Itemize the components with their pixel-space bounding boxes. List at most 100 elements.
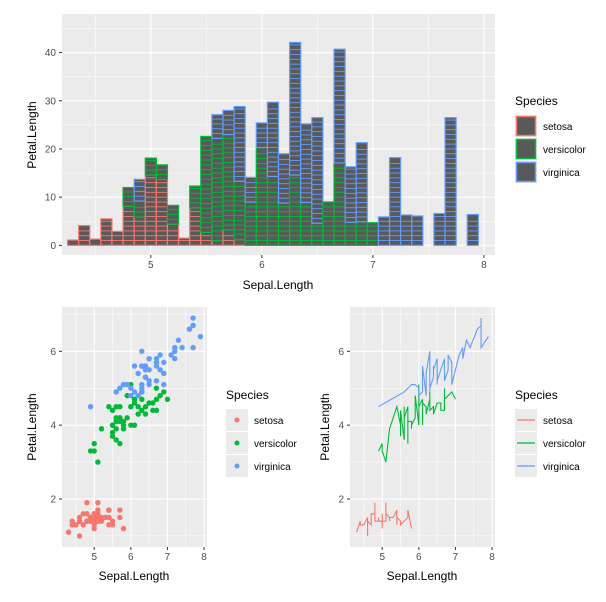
point-virginica	[139, 389, 145, 395]
x-tick-label: 7	[165, 552, 171, 563]
point-virginica	[157, 352, 163, 358]
legend-key-versicolor	[515, 138, 537, 160]
histogram-bar-versicolor	[233, 180, 246, 241]
bar-segment	[244, 201, 257, 246]
histogram-bar-setosa	[166, 223, 180, 246]
point-virginica	[179, 344, 185, 351]
point-virginica	[146, 355, 152, 362]
bar-segment	[255, 122, 268, 149]
histogram-bar-virginica	[344, 166, 357, 223]
point-versicolor	[164, 396, 171, 403]
histogram-bar-versicolor	[166, 204, 180, 225]
point-virginica	[128, 385, 134, 391]
y-tick-label: 0	[50, 241, 56, 252]
point-virginica	[153, 355, 160, 362]
bar-segment	[166, 223, 180, 246]
histogram-bar-versicolor	[255, 146, 268, 246]
bar-segment	[388, 157, 402, 246]
point-setosa	[87, 514, 94, 521]
bar-segment	[444, 117, 457, 246]
bar-segment	[211, 114, 224, 139]
bar-segment	[466, 213, 479, 246]
plot-background	[350, 307, 495, 547]
point-virginica	[161, 381, 167, 388]
x-axis-title: Sepal.Length	[387, 569, 458, 583]
bar-segment	[277, 153, 291, 204]
histogram-bar-versicolor	[333, 162, 346, 246]
legend-title: Species	[226, 388, 269, 402]
bar-segment	[277, 202, 291, 246]
point-setosa	[117, 514, 123, 521]
point-setosa	[76, 514, 83, 521]
point-setosa	[76, 518, 83, 524]
scatter-panel: 5 6 7 8 2 4 6 Sepal.Length Petal.Length Speci…	[25, 307, 297, 583]
histogram-bar-virginica	[333, 48, 346, 164]
point-setosa	[84, 511, 90, 517]
point-virginica	[161, 359, 167, 366]
point-setosa	[69, 518, 75, 524]
point-virginica	[190, 344, 196, 351]
histogram-bar-setosa	[122, 205, 135, 246]
histogram-bar-setosa	[89, 238, 102, 246]
histogram-bar-versicolor	[355, 221, 368, 246]
x-tick-label: 6	[128, 552, 134, 563]
histogram-bar-virginica	[400, 214, 413, 246]
point-versicolor	[150, 407, 156, 414]
point-versicolor	[142, 411, 149, 417]
legend-label-setosa: setosa	[543, 122, 573, 133]
histogram-bar-setosa	[133, 216, 146, 246]
point-versicolor	[91, 448, 97, 454]
legend-key-virginica	[515, 161, 537, 183]
bar-segment	[133, 178, 146, 202]
point-virginica	[139, 381, 145, 388]
point-versicolor	[113, 403, 119, 410]
legend-label-setosa: setosa	[254, 416, 284, 427]
legend: Species setosa versicolor virginica	[515, 94, 586, 183]
histogram-panel: 5 6 7 8 0 10 20 30 40 Sepal.Length Petal.Length…	[25, 14, 586, 292]
point-virginica	[146, 381, 152, 388]
legend-label-versicolor: versicolor	[543, 439, 586, 450]
point-versicolor	[91, 440, 97, 447]
legend-label-virginica: virginica	[543, 462, 580, 473]
histogram-bar-setosa	[200, 231, 213, 246]
histogram-bar-versicolor	[289, 174, 302, 246]
x-tick-label: 7	[370, 260, 376, 271]
point-virginica	[153, 378, 160, 384]
histogram-bar-versicolor	[211, 137, 224, 242]
point-versicolor	[150, 400, 156, 406]
legend-label-virginica: virginica	[543, 168, 580, 179]
histogram-bar-versicolor	[155, 164, 169, 180]
point-versicolor	[131, 422, 138, 428]
point-setosa	[91, 525, 97, 532]
point-versicolor	[109, 422, 116, 428]
y-tick-label: 4	[338, 421, 344, 432]
histogram-bar-virginica	[311, 117, 324, 224]
point-virginica	[161, 370, 167, 377]
line-panel: 5 6 7 8 2 4 6 Sepal.Length Petal.Length Speci…	[318, 307, 586, 583]
histogram-bars	[66, 41, 479, 246]
histogram-bar-versicolor	[344, 221, 357, 246]
legend-label-versicolor: versicolor	[543, 145, 586, 156]
point-virginica	[168, 352, 174, 358]
point-virginica	[131, 363, 138, 369]
histogram-bar-setosa	[211, 239, 224, 246]
point-setosa	[80, 522, 86, 528]
point-setosa	[69, 522, 75, 528]
point-setosa	[109, 518, 116, 524]
point-setosa	[65, 529, 72, 535]
point-setosa	[95, 507, 101, 513]
scatter-points	[65, 315, 204, 539]
y-tick-label: 2	[338, 495, 344, 506]
x-tick-label: 8	[481, 260, 487, 271]
point-setosa	[76, 533, 83, 539]
x-tick-label: 5	[148, 260, 154, 271]
y-tick-label: 10	[45, 193, 57, 204]
point-virginica	[131, 389, 138, 395]
point-versicolor	[106, 403, 112, 410]
x-axis-title: Sepal.Length	[243, 278, 314, 292]
histogram-bar-setosa	[155, 178, 169, 246]
histogram-bar-versicolor	[322, 201, 335, 246]
y-tick-label: 20	[45, 144, 57, 155]
legend-key-virginica	[234, 463, 240, 469]
x-tick-label: 6	[259, 260, 265, 271]
